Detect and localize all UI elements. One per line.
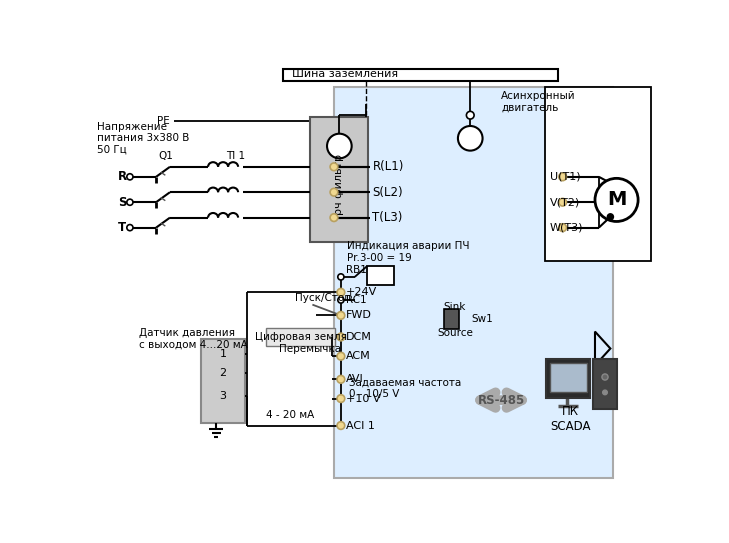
Text: Tl 1: Tl 1 xyxy=(226,151,245,161)
Text: ПК
SCADA: ПК SCADA xyxy=(550,406,590,433)
Circle shape xyxy=(337,375,345,383)
Circle shape xyxy=(127,225,133,231)
Text: ACI 1: ACI 1 xyxy=(346,420,375,431)
Text: T(L3): T(L3) xyxy=(373,211,403,224)
Bar xyxy=(550,363,587,393)
Text: Цифровая земля: Цифровая земля xyxy=(255,332,347,342)
Text: Перемычка: Перемычка xyxy=(279,344,341,353)
Text: S: S xyxy=(118,195,126,209)
Circle shape xyxy=(458,126,483,150)
Circle shape xyxy=(602,374,608,380)
Bar xyxy=(444,310,459,329)
Text: Датчик давления
с выходом 4...20 мА: Датчик давления с выходом 4...20 мА xyxy=(139,327,248,349)
Circle shape xyxy=(337,352,345,360)
Text: 4 - 20 мА: 4 - 20 мА xyxy=(266,410,314,420)
Bar xyxy=(200,338,246,423)
Text: U(T1): U(T1) xyxy=(550,172,580,182)
Text: RC1: RC1 xyxy=(346,295,366,305)
Text: RS-485: RS-485 xyxy=(477,394,525,407)
Circle shape xyxy=(330,214,338,222)
Circle shape xyxy=(338,297,344,303)
Text: рч фильтр: рч фильтр xyxy=(335,154,344,215)
Circle shape xyxy=(337,312,345,319)
Circle shape xyxy=(595,178,638,222)
Text: 2: 2 xyxy=(219,368,227,378)
Bar xyxy=(546,359,590,398)
Bar xyxy=(266,328,335,346)
Text: V(T2): V(T2) xyxy=(550,197,580,207)
Text: Напряжение
питания 3х380 В
50 Гц: Напряжение питания 3х380 В 50 Гц xyxy=(97,122,189,155)
Bar xyxy=(593,359,617,409)
Circle shape xyxy=(607,214,614,220)
Text: Q1: Q1 xyxy=(158,151,173,161)
Circle shape xyxy=(127,199,133,205)
Text: RB1: RB1 xyxy=(346,265,367,275)
Text: Задаваемая частота
0 - 10/5 V: Задаваемая частота 0 - 10/5 V xyxy=(349,378,461,399)
Circle shape xyxy=(603,390,607,395)
Text: Sw1: Sw1 xyxy=(472,314,494,324)
Circle shape xyxy=(337,422,345,430)
Text: Шина заземления: Шина заземления xyxy=(292,70,398,79)
Circle shape xyxy=(338,274,344,280)
Text: R(L1): R(L1) xyxy=(373,160,404,173)
Bar xyxy=(334,87,612,478)
Text: T: T xyxy=(118,221,126,234)
Bar xyxy=(283,69,558,81)
Circle shape xyxy=(337,288,345,296)
Text: Индикация аварии ПЧ
Pr.3-00 = 19: Индикация аварии ПЧ Pr.3-00 = 19 xyxy=(347,242,469,263)
Text: 1: 1 xyxy=(219,349,227,359)
Text: S(L2): S(L2) xyxy=(373,186,403,199)
Text: Source: Source xyxy=(437,328,473,338)
Circle shape xyxy=(559,198,566,206)
Text: DCM: DCM xyxy=(346,332,371,342)
Circle shape xyxy=(559,173,566,181)
Bar xyxy=(310,117,368,242)
Text: +24V: +24V xyxy=(346,287,377,298)
Bar xyxy=(367,266,394,285)
Text: R: R xyxy=(117,171,127,184)
Circle shape xyxy=(330,188,338,196)
Circle shape xyxy=(337,395,345,402)
Text: W(T3): W(T3) xyxy=(550,223,583,232)
Bar xyxy=(545,87,651,261)
Circle shape xyxy=(467,111,474,119)
Text: AVI: AVI xyxy=(346,374,363,384)
Text: Sink: Sink xyxy=(444,302,466,312)
Text: +10 V: +10 V xyxy=(346,394,380,403)
Circle shape xyxy=(559,224,566,231)
Circle shape xyxy=(327,134,351,159)
Text: PE: PE xyxy=(157,116,170,125)
Text: FWD: FWD xyxy=(346,311,371,320)
Circle shape xyxy=(330,163,338,171)
Text: Пуск/Стоп: Пуск/Стоп xyxy=(295,293,351,304)
Text: M: M xyxy=(607,191,626,210)
Text: ACM: ACM xyxy=(346,351,370,361)
Text: 3: 3 xyxy=(219,392,227,401)
Text: Асинхронный
двигатель: Асинхронный двигатель xyxy=(501,91,576,113)
Circle shape xyxy=(337,333,345,341)
Circle shape xyxy=(127,174,133,180)
